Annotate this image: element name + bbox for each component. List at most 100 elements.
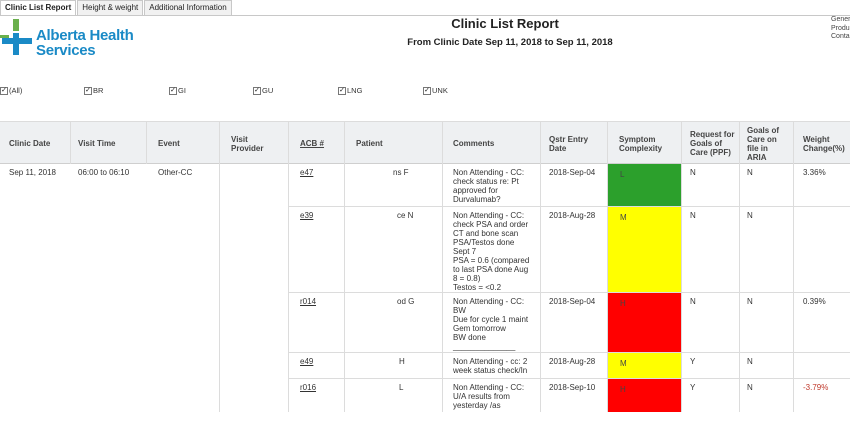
filter-all[interactable]: ✓ (All) (0, 86, 22, 95)
logo-line-2: Services (36, 42, 96, 59)
col-visit-provider: Visit Provider (231, 134, 264, 153)
request-goals-value: N (690, 211, 696, 220)
column-divider (344, 121, 345, 412)
logo-cross-icon (0, 19, 32, 55)
corner-line-2: Produ (831, 24, 850, 32)
col-weight-change: Weight Change(%) (803, 134, 845, 153)
goals-aria-value: N (747, 357, 753, 366)
goals-aria-value: N (747, 168, 753, 177)
request-goals-value: N (690, 168, 696, 177)
table-header: Clinic Date Visit Time Event Visit Provi… (0, 121, 850, 164)
col-qstr-entry-date: Qstr Entry Date (549, 134, 589, 153)
symptom-level: M (620, 359, 627, 368)
checkbox-checked-icon[interactable]: ✓ (84, 86, 92, 95)
checkbox-checked-icon[interactable]: ✓ (0, 86, 8, 95)
tab-divider (0, 15, 850, 16)
qstr-entry-date: 2018-Aug-28 (549, 211, 596, 220)
row-divider (288, 206, 850, 207)
tab-clinic-list-report[interactable]: Clinic List Report (0, 0, 77, 15)
filter-br[interactable]: ✓ BR (84, 86, 103, 95)
acb-link[interactable]: r014 (300, 297, 317, 306)
corner-line-3: Conta (831, 33, 850, 40)
symptom-complexity-indicator: M (608, 353, 681, 378)
acb-link[interactable]: e49 (300, 357, 314, 366)
qstr-entry-date: 2018-Sep-04 (549, 168, 596, 177)
group-visit-time: 06:00 to 06:10 (78, 168, 130, 177)
group-event: Other-CC (158, 168, 193, 177)
comment-text: Non Attending - CC: check status re: Pt ap… (453, 168, 525, 204)
logo-wordmark: Alberta Health Services (36, 28, 134, 58)
symptom-complexity-indicator: H (608, 379, 681, 412)
acb-link[interactable]: r016 (300, 383, 317, 392)
group-clinic-date: Sep 11, 2018 (9, 168, 57, 177)
filter-label: GI (178, 86, 186, 95)
column-divider (607, 121, 608, 412)
checkbox-checked-icon[interactable]: ✓ (423, 86, 431, 95)
filter-gi[interactable]: ✓ GI (169, 86, 186, 95)
tab-height-weight[interactable]: Height & weight (77, 0, 144, 15)
col-visit-time: Visit Time (78, 139, 116, 148)
goals-aria-value: N (747, 211, 753, 220)
request-goals-value: Y (690, 357, 696, 366)
column-divider (70, 121, 71, 164)
filter-label: BR (93, 86, 104, 95)
filter-label: GU (262, 86, 274, 95)
corner-info: Gener Produ Conta (831, 16, 850, 42)
table-row[interactable]: H r014 od G Non Attending - CC: BW Due for… (0, 293, 850, 352)
checkbox-checked-icon[interactable]: ✓ (253, 86, 261, 95)
request-goals-value: N (690, 297, 696, 306)
col-symptom-complexity: Symptom Complexity (619, 134, 663, 153)
column-divider (540, 121, 541, 412)
patient-name: ce N (397, 211, 414, 220)
col-acb-sort-link[interactable]: ACB # (300, 139, 325, 148)
corner-line-1: Gener (831, 16, 850, 23)
tab-additional-information[interactable]: Additional Information (144, 0, 232, 15)
table-row[interactable]: M e39 ce N Non Attending - CC: check PSA … (0, 207, 850, 292)
filter-unk[interactable]: ✓ UNK (423, 86, 448, 95)
qstr-entry-date: 2018-Sep-10 (549, 383, 596, 392)
report-date-range: From Clinic Date Sep 11, 2018 to Sep 11,… (407, 37, 613, 48)
col-patient: Patient (356, 139, 383, 148)
symptom-level: L (620, 170, 625, 179)
comment-text: Non Attending - CC: check PSA and order CT… (453, 211, 530, 292)
column-divider (442, 121, 443, 412)
filter-label: (All) (9, 86, 23, 95)
request-goals-value: Y (690, 383, 696, 392)
column-divider (219, 121, 220, 412)
filter-label: LNG (347, 86, 363, 95)
comment-text: Non Attending - cc: 2 week status check/I… (453, 357, 528, 375)
symptom-level: M (620, 213, 627, 222)
symptom-complexity-indicator: H (608, 293, 681, 352)
symptom-level: H (620, 385, 626, 394)
qstr-entry-date: 2018-Sep-04 (549, 297, 596, 306)
report-title: Clinic List Report (451, 16, 559, 31)
patient-name: ns F (393, 168, 409, 177)
checkbox-checked-icon[interactable]: ✓ (169, 86, 177, 95)
checkbox-checked-icon[interactable]: ✓ (338, 86, 346, 95)
filter-lng[interactable]: ✓ LNG (338, 86, 362, 95)
col-request-goals-of-care: Request for Goals of Care (PPF) (690, 130, 735, 157)
comment-text: Non Attending - CC: U/A results from yeste… (453, 383, 525, 410)
patient-name: L (399, 383, 404, 392)
weight-change-value: 0.39% (803, 297, 826, 306)
column-divider (288, 121, 289, 412)
weight-change-value: -3.79% (803, 383, 829, 392)
row-divider (288, 352, 850, 353)
filter-gu[interactable]: ✓ GU (253, 86, 273, 95)
col-event: Event (158, 139, 180, 148)
goals-aria-value: N (747, 297, 753, 306)
table-row[interactable]: L e47 ns F Non Attending - CC: check stat… (0, 164, 850, 206)
row-divider (288, 292, 850, 293)
acb-link[interactable]: e47 (300, 168, 314, 177)
goals-aria-value: N (747, 383, 753, 392)
report-tabs: Clinic List Report Height & weight Addit… (0, 0, 232, 15)
patient-name: H (399, 357, 405, 366)
col-goals-of-care-aria: Goals of Care on file in ARIA (747, 125, 780, 162)
tumour-group-filters: ✓ (All) ✓ BR ✓ GI ✓ GU ✓ LNG ✓ UNK (0, 86, 850, 98)
qstr-entry-date: 2018-Aug-28 (549, 357, 596, 366)
table-row[interactable]: M e49 H Non Attending - cc: 2 week status… (0, 353, 850, 378)
acb-link[interactable]: e39 (300, 211, 314, 220)
symptom-level: H (620, 299, 626, 308)
table-row[interactable]: H r016 L Non Attending - CC: U/A results … (0, 379, 850, 412)
alberta-health-services-logo (0, 17, 120, 59)
